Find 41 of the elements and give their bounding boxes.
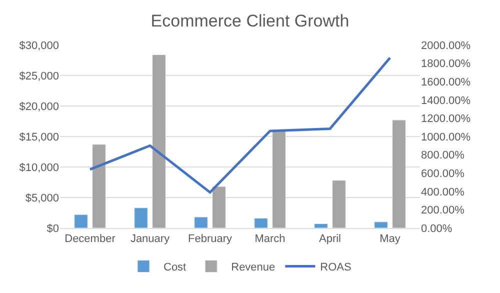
legend-label: ROAS	[320, 262, 352, 274]
x-tick-label: March	[254, 233, 286, 246]
bar	[314, 223, 328, 228]
bar	[392, 120, 406, 228]
y2-tick-label: 1200.00%	[421, 113, 471, 126]
bar	[374, 222, 388, 228]
bar	[134, 208, 148, 228]
y2-tick-label: 1600.00%	[421, 76, 471, 88]
x-tick-label: April	[318, 233, 342, 246]
legend-label: Revenue	[231, 262, 276, 274]
y-tick-label: $5,000	[25, 192, 59, 204]
y-tick-label: $30,000	[19, 40, 59, 52]
y2-tick-label: 800.00%	[421, 150, 465, 162]
y2-tick-label: 600.00%	[421, 168, 465, 180]
y-tick-label: $15,000	[19, 131, 59, 144]
y-tick-label: $20,000	[19, 100, 59, 113]
y2-tick-label: 200.00%	[421, 204, 465, 217]
y-tick-label: $25,000	[19, 70, 59, 82]
x-tick-label: December	[64, 233, 116, 246]
y2-tick-label: 400.00%	[421, 186, 465, 198]
x-tick-label: February	[188, 233, 232, 246]
bar	[272, 130, 286, 228]
bar	[332, 180, 346, 228]
bar	[74, 214, 88, 228]
x-tick-label: May	[380, 233, 401, 246]
line-series	[88, 56, 392, 194]
y2-tick-label: 1400.00%	[421, 94, 471, 107]
bar	[194, 216, 208, 228]
y2-tick-label: 0.00%	[421, 222, 452, 235]
y2-tick-label: 1800.00%	[421, 58, 471, 70]
x-tick-label: January	[130, 233, 170, 246]
bar	[92, 144, 106, 228]
y2-tick-label: 1000.00%	[421, 131, 471, 144]
y-tick-label: $0	[46, 222, 59, 235]
legend-label: Cost	[164, 262, 186, 274]
bar	[212, 186, 226, 228]
y2-tick-label: 2000.00%	[421, 40, 471, 52]
y-tick-label: $10,000	[19, 162, 59, 174]
chart-title: Ecommerce Client Growth	[150, 12, 350, 31]
bar	[152, 54, 166, 228]
bar	[254, 218, 268, 228]
